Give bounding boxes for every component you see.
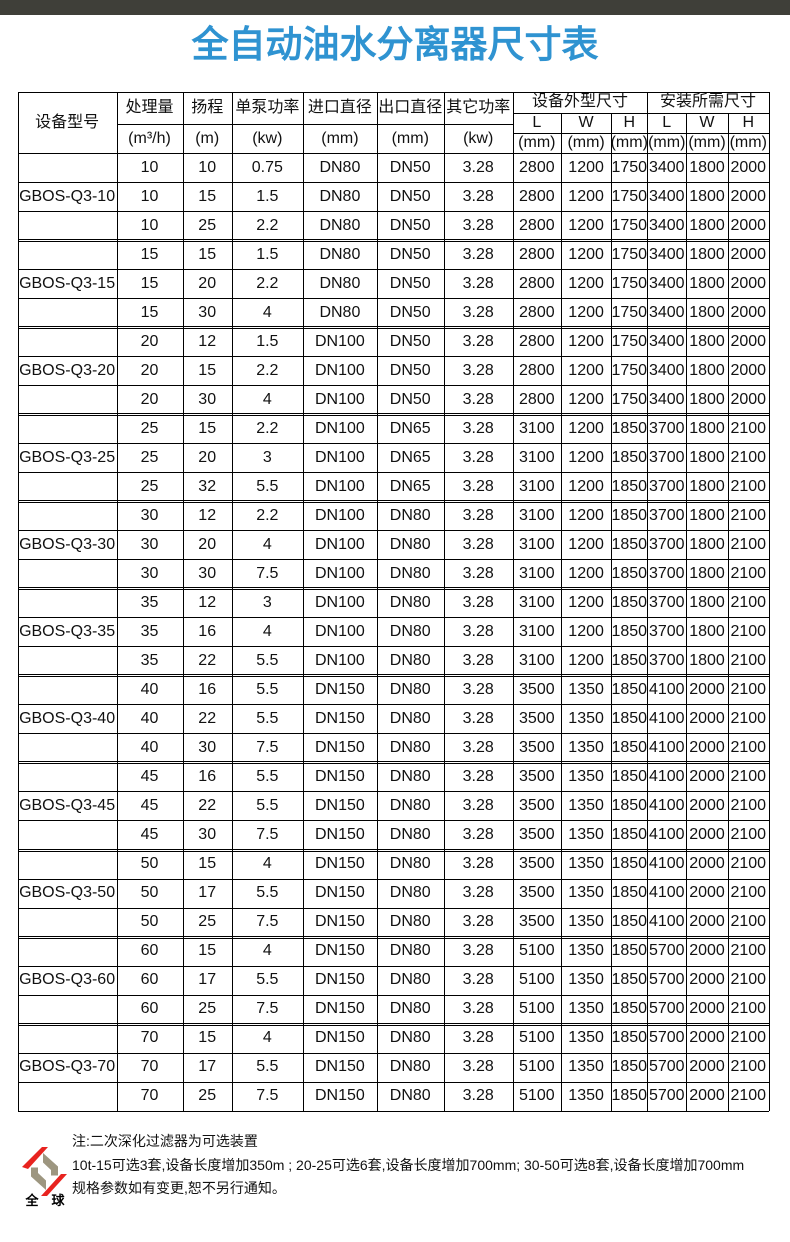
svg-text:全: 全 xyxy=(24,1193,39,1207)
svg-text:球: 球 xyxy=(51,1193,65,1207)
